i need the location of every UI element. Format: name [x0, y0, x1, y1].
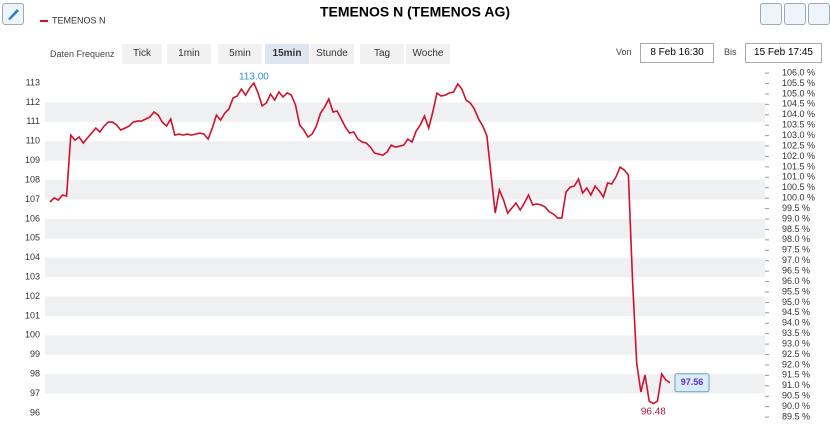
- y-tick-label: 112: [26, 97, 40, 107]
- from-input[interactable]: 8 Feb 16:30: [640, 43, 714, 63]
- y-tick-label: 97: [30, 388, 40, 398]
- frequency-label: Daten Frequenz: [50, 49, 115, 59]
- y-tick-label: 108: [25, 174, 40, 184]
- y-tick-label: 107: [25, 194, 40, 204]
- grid-band: [45, 335, 765, 355]
- y2-tick-label: 103.5 %: [782, 120, 815, 130]
- grid-band: [45, 374, 765, 394]
- line-series: [49, 81, 671, 405]
- y2-tick-label: 106.0 %: [782, 67, 815, 77]
- y2-tick-label: 103.0 %: [782, 130, 815, 140]
- frequency-button[interactable]: Stunde: [310, 44, 354, 64]
- y2-tick-label: 95.0 %: [782, 297, 810, 307]
- y2-tick-label: 105.0 %: [782, 88, 815, 98]
- edit-button[interactable]: [2, 3, 24, 25]
- y-tick-label: 110: [26, 136, 40, 146]
- to-input[interactable]: 15 Feb 17:45: [745, 43, 822, 63]
- y-tick-label: 100: [25, 330, 40, 340]
- grid-band: [45, 102, 765, 122]
- frequency-button[interactable]: 1min: [167, 44, 211, 64]
- y2-tick-label: 91.5 %: [782, 370, 810, 380]
- y-tick-label: 111: [26, 116, 40, 126]
- grid-band: [45, 296, 765, 316]
- y2-tick-label: 92.5 %: [782, 349, 810, 359]
- y2-tick-label: 100.0 %: [782, 193, 815, 203]
- y-tick-label: 113: [26, 77, 40, 87]
- y2-tick-label: 91.0 %: [782, 380, 810, 390]
- to-label: Bis: [724, 47, 737, 57]
- y-tick-label: 109: [25, 155, 40, 165]
- y-tick-label: 101: [25, 310, 40, 320]
- y-tick-label: 103: [25, 272, 40, 282]
- y2-tick-label: 97.0 %: [782, 255, 810, 265]
- y2-tick-label: 97.5 %: [782, 245, 810, 255]
- y2-tick-label: 92.0 %: [782, 359, 810, 369]
- legend-label: TEMENOS N: [52, 15, 106, 25]
- from-label: Von: [616, 47, 632, 57]
- y2-tick-label: 93.5 %: [782, 328, 810, 338]
- y2-tick-label: 89.5 %: [782, 411, 810, 421]
- y-tick-label: 99: [30, 349, 40, 359]
- y-tick-label: 106: [25, 213, 40, 223]
- y-tick-label: 104: [25, 252, 40, 262]
- y2-tick-label: 98.5 %: [782, 224, 810, 234]
- y-tick-label: 102: [25, 291, 40, 301]
- print-button[interactable]: [760, 3, 782, 25]
- y2-tick-label: 96.0 %: [782, 276, 810, 286]
- y-tick-label: 96: [30, 407, 40, 417]
- y2-tick-label: 104.5 %: [782, 99, 815, 109]
- y2-tick-label: 90.0 %: [782, 401, 810, 411]
- y2-tick-label: 102.5 %: [782, 140, 815, 150]
- zoom-button[interactable]: [808, 3, 830, 25]
- frequency-button[interactable]: Tag: [360, 44, 404, 64]
- frequency-button[interactable]: 5min: [218, 44, 262, 64]
- edit-icon: [8, 9, 19, 20]
- y-tick-label: 98: [30, 369, 40, 379]
- chart-title: TEMENOS N (TEMENOS AG): [320, 4, 510, 20]
- grid-band: [45, 218, 765, 239]
- y2-tick-label: 94.0 %: [782, 318, 810, 328]
- download-button[interactable]: [784, 3, 806, 25]
- y2-tick-label: 101.0 %: [782, 172, 815, 182]
- y2-tick-label: 90.5 %: [782, 391, 810, 401]
- y-tick-label: 105: [25, 233, 40, 243]
- grid-band: [45, 180, 765, 200]
- high-label: 113.00: [239, 72, 269, 83]
- y2-tick-label: 99.0 %: [782, 213, 810, 223]
- last-price-box: [674, 373, 710, 393]
- y2-tick-label: 95.5 %: [782, 286, 810, 296]
- y2-tick-label: 100.5 %: [782, 182, 815, 192]
- y2-tick-label: 102.0 %: [782, 151, 815, 161]
- frequency-button[interactable]: Woche: [406, 44, 450, 64]
- last-price-label: 97.56: [681, 377, 704, 387]
- frequency-button[interactable]: Tick: [122, 44, 162, 64]
- low-label: 96.48: [641, 406, 666, 417]
- grid-band: [45, 141, 765, 161]
- y2-tick-label: 104.0 %: [782, 109, 815, 119]
- y2-tick-label: 96.5 %: [782, 266, 810, 276]
- y2-tick-label: 93.0 %: [782, 338, 810, 348]
- y2-tick-label: 99.5 %: [782, 203, 810, 213]
- y2-tick-label: 98.0 %: [782, 234, 810, 244]
- y2-tick-label: 105.5 %: [782, 78, 815, 88]
- grid-band: [45, 257, 765, 278]
- y2-tick-label: 101.5 %: [782, 161, 815, 171]
- frequency-button[interactable]: 15min: [265, 44, 309, 64]
- y2-tick-label: 94.5 %: [782, 307, 810, 317]
